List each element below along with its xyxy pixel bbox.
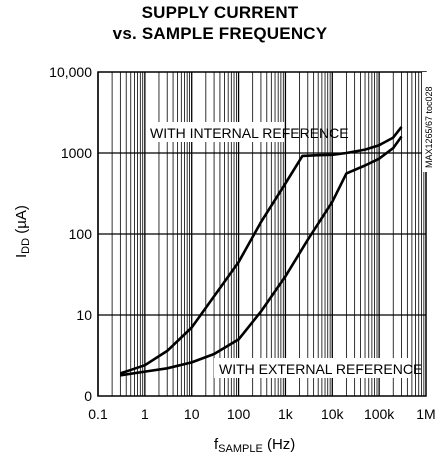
grid [97, 72, 426, 396]
x-axis-label-unit: (Hz) [263, 436, 296, 453]
plot-frame [97, 71, 427, 397]
x-tick-label: 10 [184, 406, 200, 422]
part-code-label: MAX1265/67 toc028 [424, 86, 434, 168]
y-tick-label: 100 [69, 226, 93, 242]
y-tick-label: 10 [76, 307, 92, 323]
chart-title-line2: vs. SAMPLE FREQUENCY [112, 24, 328, 43]
x-tick-label: 100k [364, 406, 395, 422]
y-tick-labels: 0 10 100 1000 10,000 [49, 64, 92, 404]
x-tick-label: 1 [141, 406, 149, 422]
annotation-internal-bg [146, 122, 284, 142]
annotation-external: WITH EXTERNAL REFERENCE [219, 361, 422, 377]
series-internal-line [119, 126, 403, 375]
series-external-line [120, 135, 403, 377]
x-axis-label: fSAMPLE (Hz) [214, 436, 295, 455]
x-tick-label: 1k [278, 406, 294, 422]
annotation-external-bg [214, 358, 410, 378]
part-code-bg [422, 72, 434, 172]
y-tick-label: 0 [84, 388, 92, 404]
x-axis-label-subscript: SAMPLE [218, 443, 263, 455]
annotation-internal: WITH INTERNAL REFERENCE [150, 125, 349, 141]
x-tick-labels: 0.1 1 10 100 1k 10k 100k 1M [88, 406, 435, 422]
chart-title-line1: SUPPLY CURRENT [141, 3, 299, 22]
x-tick-label: 1M [416, 406, 435, 422]
x-tick-label: 0.1 [88, 406, 108, 422]
y-tick-label: 1000 [61, 145, 92, 161]
y-axis-label-subscript: DD [20, 238, 32, 254]
x-tick-label: 100 [227, 406, 251, 422]
x-tick-label: 10k [321, 406, 345, 422]
y-tick-label: 10,000 [49, 64, 92, 80]
y-axis-label: IDD (µA) [13, 205, 32, 258]
y-axis-label-main: I [13, 254, 30, 258]
x-axis-label-main: f [214, 436, 219, 453]
y-axis-label-unit: (µA) [13, 205, 30, 238]
